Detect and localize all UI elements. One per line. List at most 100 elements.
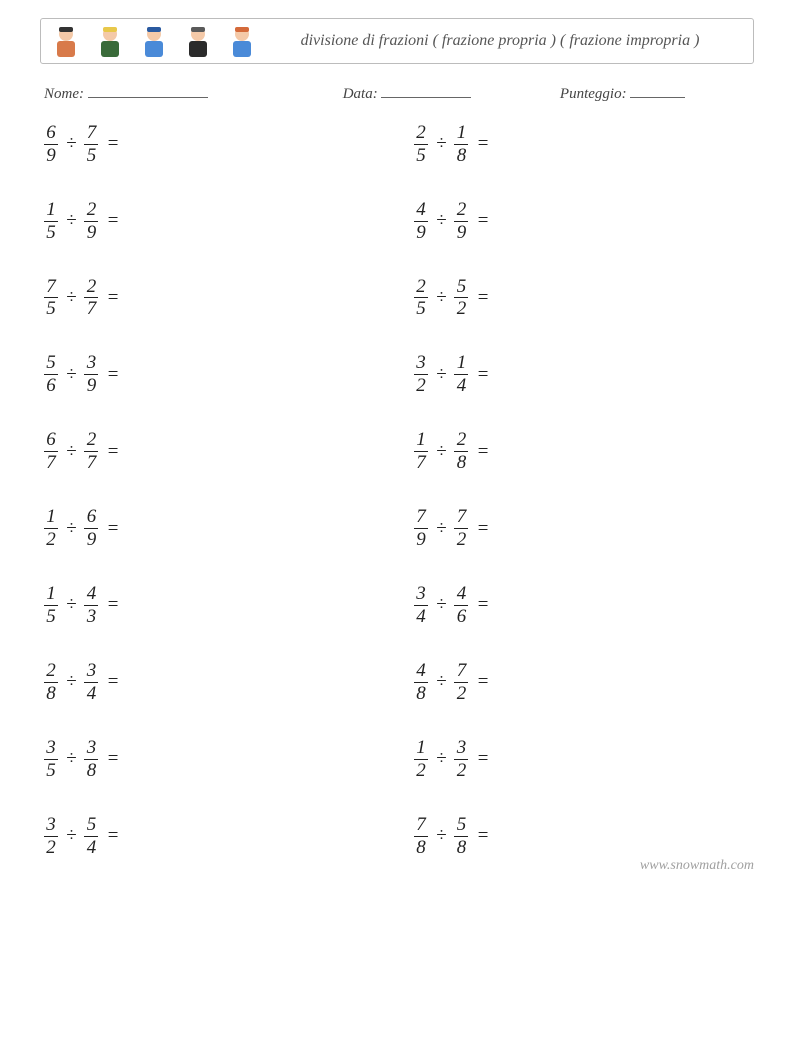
numerator: 4 — [85, 584, 99, 604]
numerator: 3 — [455, 738, 469, 758]
header-icons — [51, 23, 257, 59]
fraction-a: 1 7 — [414, 430, 428, 473]
equals-sign: = — [476, 594, 489, 616]
numerator: 1 — [414, 430, 428, 450]
denominator: 8 — [414, 684, 428, 704]
name-label: Nome: — [44, 86, 84, 102]
operator: ÷ — [436, 441, 446, 463]
numerator: 7 — [44, 277, 58, 297]
denominator: 2 — [455, 761, 469, 781]
equals-sign: = — [476, 441, 489, 463]
problem-row: 2 5 ÷ 1 8 = — [414, 123, 754, 166]
denominator: 8 — [455, 838, 469, 858]
denominator: 6 — [44, 376, 58, 396]
problems-col-right: 2 5 ÷ 1 8 = 4 9 ÷ 2 9 = 2 5 ÷ — [414, 123, 754, 858]
operator: ÷ — [436, 364, 446, 386]
header-bar: divisione di frazioni ( frazione propria… — [40, 18, 754, 64]
denominator: 5 — [44, 761, 58, 781]
problem-row: 1 7 ÷ 2 8 = — [414, 430, 754, 473]
problem-row: 6 9 ÷ 7 5 = — [44, 123, 384, 166]
equals-sign: = — [106, 364, 119, 386]
date-blank[interactable] — [381, 82, 471, 98]
operator: ÷ — [66, 518, 76, 540]
fraction-a: 1 2 — [44, 507, 58, 550]
equals-sign: = — [476, 133, 489, 155]
fraction-a: 2 5 — [414, 123, 428, 166]
denominator: 5 — [44, 223, 58, 243]
denominator: 9 — [455, 223, 469, 243]
equals-sign: = — [476, 287, 489, 309]
denominator: 9 — [414, 223, 428, 243]
numerator: 5 — [455, 815, 469, 835]
denominator: 5 — [44, 607, 58, 627]
numerator: 2 — [455, 200, 469, 220]
fraction-a: 6 7 — [44, 430, 58, 473]
denominator: 4 — [414, 607, 428, 627]
denominator: 9 — [85, 376, 99, 396]
score-blank[interactable] — [630, 82, 685, 98]
denominator: 4 — [85, 684, 99, 704]
numerator: 2 — [85, 277, 99, 297]
numerator: 7 — [455, 661, 469, 681]
denominator: 7 — [85, 299, 99, 319]
fraction-a: 2 8 — [44, 661, 58, 704]
man-suit-icon — [183, 23, 213, 59]
numerator: 3 — [44, 815, 58, 835]
denominator: 8 — [414, 838, 428, 858]
fraction-b: 2 9 — [454, 200, 468, 243]
footer-link: www.snowmath.com — [640, 858, 754, 874]
equals-sign: = — [476, 825, 489, 847]
numerator: 1 — [455, 353, 469, 373]
operator: ÷ — [436, 287, 446, 309]
fraction-a: 7 5 — [44, 277, 58, 320]
problem-row: 3 2 ÷ 5 4 = — [44, 815, 384, 858]
name-blank[interactable] — [88, 82, 208, 98]
equals-sign: = — [106, 518, 119, 540]
operator: ÷ — [66, 671, 76, 693]
fraction-b: 2 9 — [84, 200, 98, 243]
worksheet-title: divisione di frazioni ( frazione propria… — [257, 31, 743, 52]
problem-row: 2 8 ÷ 3 4 = — [44, 661, 384, 704]
fraction-a: 4 8 — [414, 661, 428, 704]
numerator: 6 — [44, 430, 58, 450]
denominator: 6 — [455, 607, 469, 627]
numerator: 1 — [44, 507, 58, 527]
denominator: 4 — [85, 838, 99, 858]
problem-row: 5 6 ÷ 3 9 = — [44, 353, 384, 396]
denominator: 5 — [414, 299, 428, 319]
fraction-b: 4 3 — [84, 584, 98, 627]
equals-sign: = — [106, 210, 119, 232]
fraction-b: 7 2 — [454, 507, 468, 550]
problem-row: 1 5 ÷ 4 3 = — [44, 584, 384, 627]
problem-row: 1 2 ÷ 3 2 = — [414, 738, 754, 781]
numerator: 5 — [85, 815, 99, 835]
problem-row: 7 8 ÷ 5 8 = — [414, 815, 754, 858]
numerator: 5 — [455, 277, 469, 297]
boy-scarf-icon — [95, 23, 125, 59]
operator: ÷ — [436, 594, 446, 616]
numerator: 1 — [455, 123, 469, 143]
numerator: 4 — [455, 584, 469, 604]
numerator: 7 — [85, 123, 99, 143]
fraction-a: 7 8 — [414, 815, 428, 858]
fraction-b: 2 7 — [84, 277, 98, 320]
numerator: 7 — [455, 507, 469, 527]
numerator: 3 — [85, 738, 99, 758]
equals-sign: = — [476, 210, 489, 232]
operator: ÷ — [66, 210, 76, 232]
equals-sign: = — [476, 518, 489, 540]
fraction-b: 4 6 — [454, 584, 468, 627]
fraction-b: 7 2 — [454, 661, 468, 704]
fraction-a: 3 2 — [44, 815, 58, 858]
fraction-a: 5 6 — [44, 353, 58, 396]
equals-sign: = — [106, 748, 119, 770]
date-label: Data: — [343, 86, 378, 102]
problem-row: 1 5 ÷ 2 9 = — [44, 200, 384, 243]
denominator: 5 — [44, 299, 58, 319]
fraction-a: 3 2 — [414, 353, 428, 396]
student-grad-icon — [51, 23, 81, 59]
denominator: 2 — [44, 838, 58, 858]
denominator: 2 — [44, 530, 58, 550]
fraction-b: 1 8 — [454, 123, 468, 166]
equals-sign: = — [106, 441, 119, 463]
